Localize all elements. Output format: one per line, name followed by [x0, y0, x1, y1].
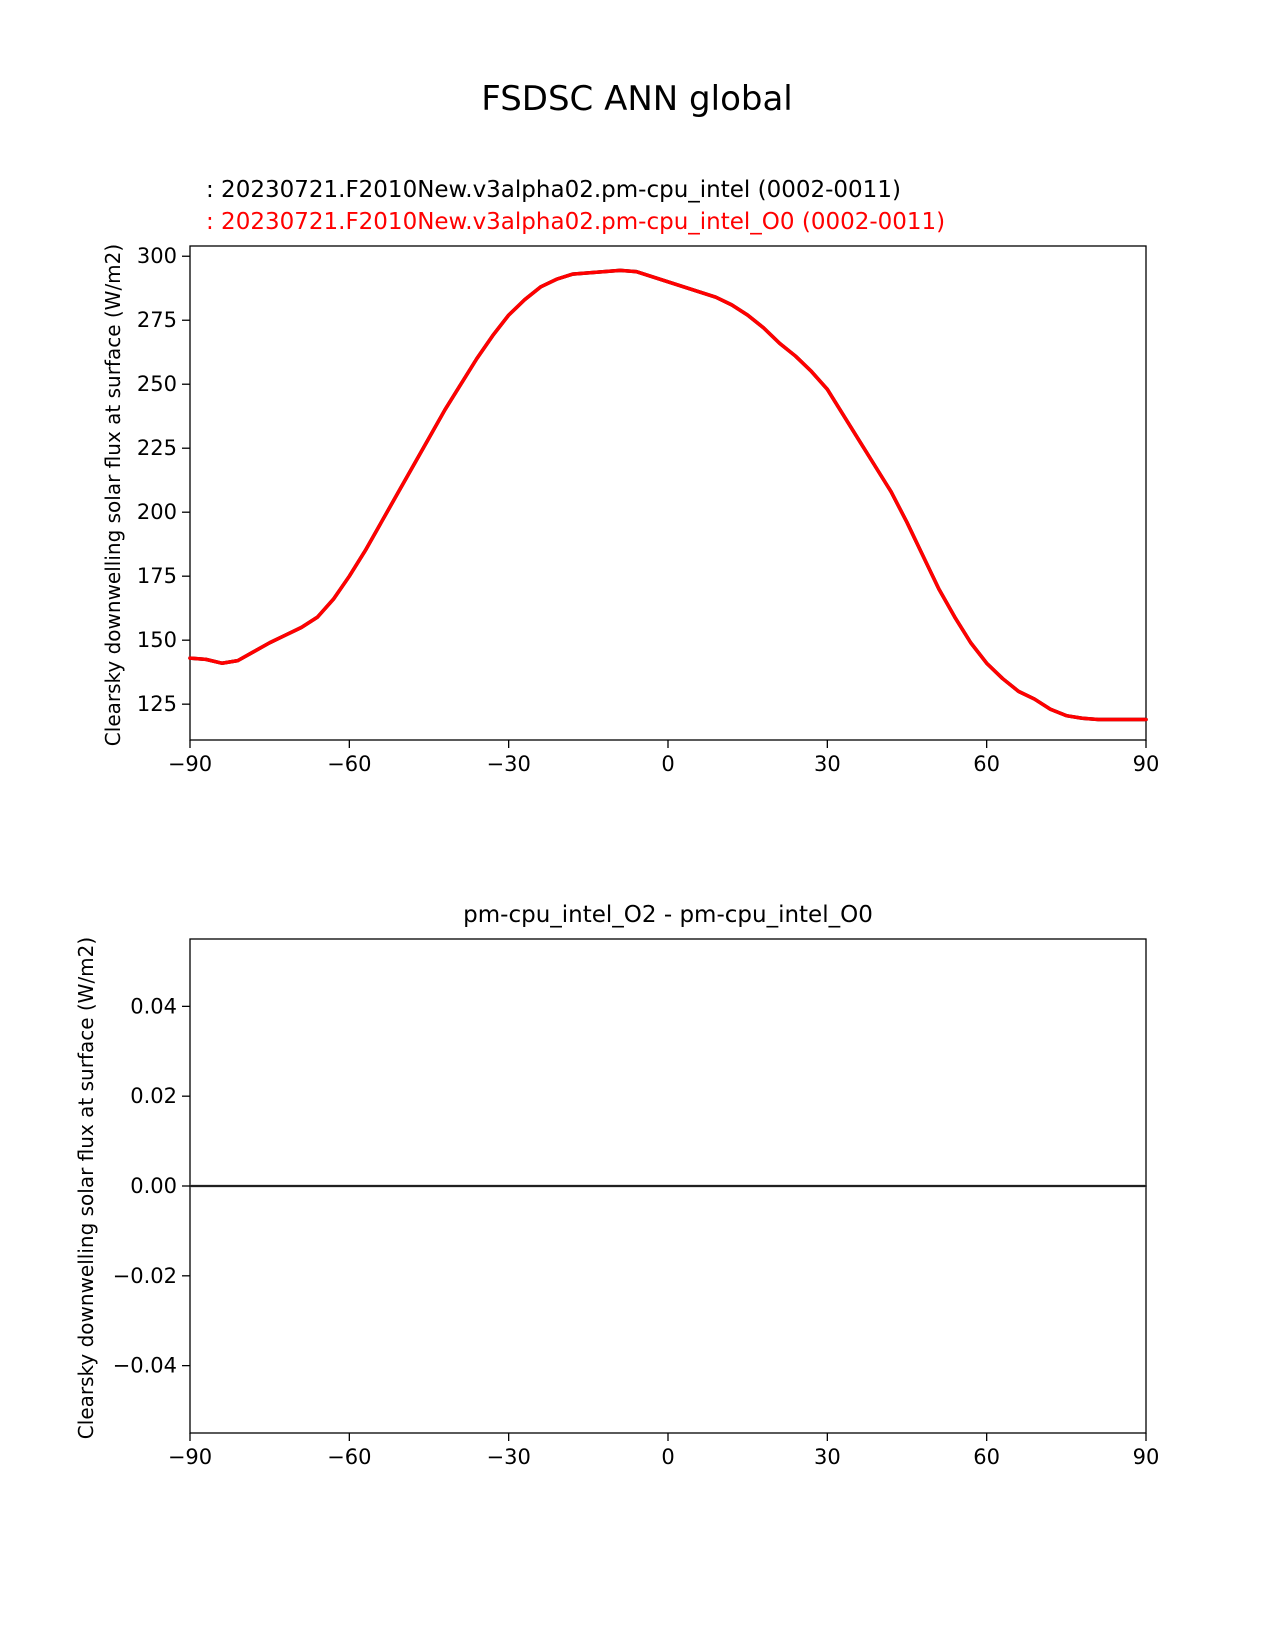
- top-x-tick-label: 30: [814, 752, 841, 776]
- top-panel: : 20230721.F2010New.v3alpha02.pm-cpu_int…: [101, 177, 1159, 776]
- top-y-tick-label: 275: [137, 308, 177, 332]
- bottom-x-tick-label: 30: [814, 1445, 841, 1469]
- bottom-x-tick-label: 90: [1133, 1445, 1160, 1469]
- bottom-y-axis-label: Clearsky downwelling solar flux at surfa…: [74, 937, 98, 1439]
- top-x-tick-label: −60: [327, 752, 371, 776]
- bottom-y-tick-label: 0.02: [130, 1084, 177, 1108]
- top-x-tick-label: −90: [168, 752, 212, 776]
- bottom-x-tick-label: −90: [168, 1445, 212, 1469]
- top-x-tick-label: 90: [1133, 752, 1160, 776]
- top-y-tick-label: 175: [137, 564, 177, 588]
- top-y-tick-label: 300: [137, 244, 177, 268]
- top-x-tick-label: 60: [973, 752, 1000, 776]
- legend-entry-ref: : 20230721.F2010New.v3alpha02.pm-cpu_int…: [206, 209, 945, 235]
- top-series-line-test: [188, 268, 1148, 722]
- legend-entry-test: : 20230721.F2010New.v3alpha02.pm-cpu_int…: [206, 177, 901, 203]
- figure-title: FSDSC ANN global: [481, 79, 792, 119]
- top-x-tick-label: −30: [487, 752, 531, 776]
- bottom-x-tick-label: 0: [661, 1445, 674, 1469]
- top-plot-area: −90 −60 −30 0 30 60 90 125 150 175 200 225 250 275 300: [137, 244, 1159, 776]
- bottom-panel: pm-cpu_intel_O2 - pm-cpu_intel_O0 Clears…: [74, 902, 1159, 1469]
- bottom-y-tick-label: −0.02: [113, 1264, 177, 1288]
- top-y-tick-label: 225: [137, 436, 177, 460]
- top-y-tick-label: 125: [137, 692, 177, 716]
- top-y-tick-label: 150: [137, 628, 177, 652]
- top-series-line-ref: [188, 268, 1148, 722]
- top-y-tick-label: 250: [137, 372, 177, 396]
- bottom-x-tick-label: −30: [487, 1445, 531, 1469]
- bottom-y-tick-label: 0.00: [130, 1174, 177, 1198]
- top-axes-frame: [189, 245, 1147, 741]
- bottom-x-tick-label: 60: [973, 1445, 1000, 1469]
- bottom-plot-area: −90 −60 −30 0 30 60 90 −0.04 −0.02 0.00 0.02 0.04: [113, 938, 1160, 1469]
- top-y-axis-label: Clearsky downwelling solar flux at surfa…: [101, 244, 125, 746]
- bottom-panel-title: pm-cpu_intel_O2 - pm-cpu_intel_O0: [463, 902, 873, 928]
- bottom-y-tick-label: 0.04: [130, 994, 177, 1018]
- top-y-tick-label: 200: [137, 500, 177, 524]
- bottom-y-tick-label: −0.04: [113, 1354, 177, 1378]
- bottom-x-tick-label: −60: [327, 1445, 371, 1469]
- top-x-tick-label: 0: [661, 752, 674, 776]
